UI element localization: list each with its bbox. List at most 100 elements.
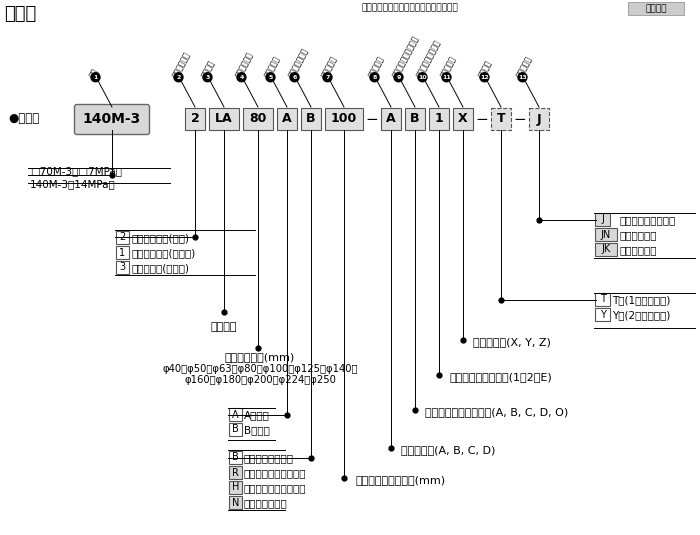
Text: 7: 7 [326, 75, 330, 80]
Text: 140M-3：14MPa用: 140M-3：14MPa用 [30, 179, 116, 189]
Text: 両側クッション付: 両側クッション付 [244, 453, 294, 463]
Text: ポート形式: ポート形式 [439, 54, 458, 79]
Text: ロッド側クッション付: ロッド側クッション付 [244, 468, 307, 478]
Text: 6: 6 [293, 75, 297, 80]
Text: 13: 13 [518, 75, 527, 80]
Text: クッションバルブ位置: クッションバルブ位置 [391, 34, 421, 79]
FancyBboxPatch shape [595, 228, 617, 241]
FancyBboxPatch shape [301, 108, 321, 130]
Text: ストローク: ストローク [320, 54, 339, 79]
Text: シリンダ内径: シリンダ内径 [234, 50, 255, 79]
Text: Y先(2山先端金具): Y先(2山先端金具) [612, 310, 671, 320]
FancyBboxPatch shape [529, 108, 549, 130]
Text: A: A [386, 112, 395, 126]
Text: クッションバルブ位置(A, B, C, D, O): クッションバルブ位置(A, B, C, D, O) [425, 407, 568, 417]
Text: N: N [232, 498, 239, 508]
FancyBboxPatch shape [595, 308, 610, 321]
Text: ニトリルゴム(準標準): ニトリルゴム(準標準) [131, 248, 195, 258]
Text: 機種: 機種 [88, 66, 100, 79]
Text: 5: 5 [268, 75, 273, 80]
Circle shape [91, 73, 100, 82]
Text: B: B [307, 112, 316, 126]
Text: 1: 1 [435, 112, 443, 126]
FancyBboxPatch shape [325, 108, 363, 130]
Text: φ160・φ180・φ200・φ224・φ250: φ160・φ180・φ200・φ224・φ250 [184, 375, 336, 385]
FancyBboxPatch shape [405, 108, 425, 130]
FancyBboxPatch shape [595, 213, 610, 226]
Text: T: T [600, 294, 606, 304]
Circle shape [266, 73, 275, 82]
FancyBboxPatch shape [243, 108, 273, 130]
Text: 防塵カバー: 防塵カバー [515, 54, 534, 79]
Circle shape [394, 73, 403, 82]
Text: 2: 2 [190, 112, 199, 126]
Text: T: T [497, 112, 505, 126]
Text: Aロッド: Aロッド [244, 410, 270, 420]
Text: A: A [282, 112, 292, 126]
Circle shape [237, 73, 246, 82]
Circle shape [370, 73, 379, 82]
Text: 3: 3 [120, 263, 125, 272]
Text: LA: LA [215, 112, 233, 126]
Text: 4: 4 [239, 75, 244, 80]
FancyBboxPatch shape [116, 261, 129, 274]
Text: 先端金具: 先端金具 [477, 58, 494, 79]
FancyBboxPatch shape [229, 408, 242, 421]
Text: 12: 12 [480, 75, 489, 80]
Text: ロッド先端ねじ形式(1、2、E): ロッド先端ねじ形式(1、2、E) [449, 372, 552, 382]
Text: 80: 80 [249, 112, 267, 126]
Text: J: J [601, 215, 604, 225]
Text: ふっ素ゴム(準標準): ふっ素ゴム(準標準) [131, 263, 189, 273]
Text: H: H [232, 483, 239, 493]
Text: B: B [410, 112, 420, 126]
Text: A: A [232, 409, 239, 419]
Text: X: X [458, 112, 468, 126]
Text: Y: Y [600, 310, 606, 319]
Text: 汎用形: 汎用形 [4, 5, 36, 23]
FancyBboxPatch shape [229, 466, 242, 479]
FancyBboxPatch shape [74, 104, 150, 134]
Text: □70M-3：□7MPa用: □70M-3：□7MPa用 [30, 166, 122, 176]
Circle shape [203, 73, 212, 82]
Text: T先(1山先端金具): T先(1山先端金具) [612, 295, 671, 305]
Text: コーネックス: コーネックス [619, 245, 657, 255]
Text: 140M-3: 140M-3 [83, 112, 141, 126]
Text: JK: JK [601, 244, 610, 255]
Text: −: − [365, 111, 379, 126]
FancyBboxPatch shape [116, 246, 129, 259]
Text: ポート形式(X, Y, Z): ポート形式(X, Y, Z) [473, 337, 551, 347]
Text: B: B [232, 453, 239, 462]
FancyBboxPatch shape [595, 243, 617, 256]
Text: φ40・φ50・φ63・φ80・φ100・φ125・φ140・: φ40・φ50・φ63・φ80・φ100・φ125・φ140・ [162, 364, 358, 374]
Text: 1: 1 [120, 248, 125, 257]
Text: ヘッド側クッション付: ヘッド側クッション付 [244, 483, 307, 493]
Text: 形式記号の破線は、不要の場合無記入。: 形式記号の破線は、不要の場合無記入。 [362, 4, 459, 12]
Text: ポート位置(A, B, C, D): ポート位置(A, B, C, D) [401, 445, 496, 455]
Text: シリンダストローク(mm): シリンダストローク(mm) [356, 475, 446, 485]
FancyBboxPatch shape [381, 108, 401, 130]
Text: ●標準形: ●標準形 [8, 112, 39, 126]
FancyBboxPatch shape [453, 108, 473, 130]
Text: 100: 100 [331, 112, 357, 126]
Circle shape [418, 73, 427, 82]
FancyBboxPatch shape [229, 451, 242, 464]
FancyBboxPatch shape [229, 423, 242, 436]
Text: 8: 8 [372, 75, 377, 80]
Circle shape [323, 73, 332, 82]
Text: パッキン材質: パッキン材質 [171, 50, 192, 79]
Circle shape [518, 73, 527, 82]
Text: 2: 2 [120, 233, 125, 242]
Text: 準標準品: 準標準品 [645, 4, 666, 13]
Text: 3: 3 [205, 75, 210, 80]
FancyBboxPatch shape [277, 108, 297, 130]
FancyBboxPatch shape [429, 108, 449, 130]
Text: ナイロンターポリン: ナイロンターポリン [619, 215, 675, 225]
Text: 2: 2 [176, 75, 181, 80]
Text: 10: 10 [418, 75, 427, 80]
Text: ロッド形状: ロッド形状 [263, 54, 282, 79]
Text: J: J [537, 112, 541, 126]
FancyBboxPatch shape [209, 108, 239, 130]
Circle shape [442, 73, 451, 82]
FancyBboxPatch shape [491, 108, 511, 130]
FancyBboxPatch shape [229, 496, 242, 509]
